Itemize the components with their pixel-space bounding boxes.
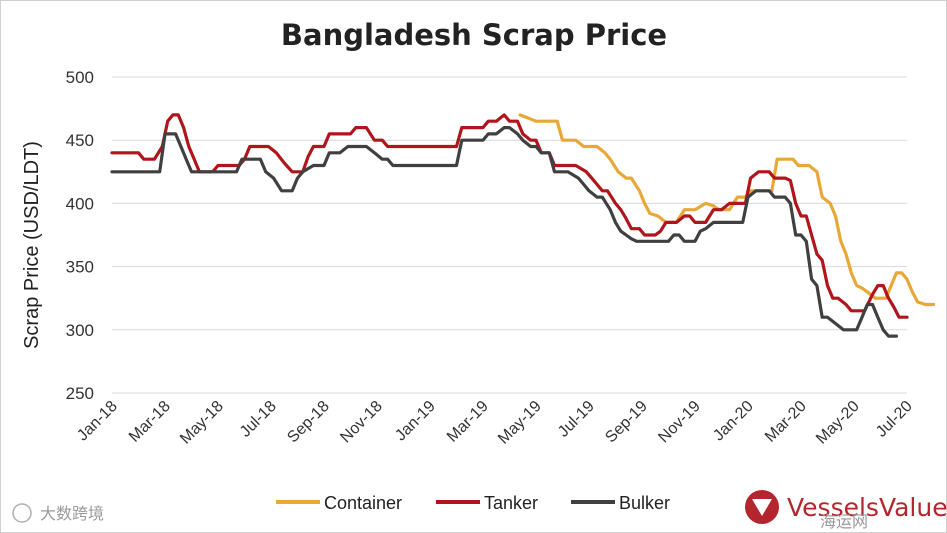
y-tick-label: 250 (66, 384, 94, 403)
y-axis-label: Scrap Price (USD/LDT) (21, 141, 43, 349)
y-tick-label: 350 (66, 258, 94, 277)
y-tick-label: 300 (66, 321, 94, 340)
y-tick-label: 450 (66, 131, 94, 150)
gridlines (112, 76, 907, 394)
legend-label-tanker: Tanker (484, 493, 538, 513)
watermark-left-icon (12, 503, 32, 523)
series-layer (110, 113, 936, 338)
watermark-right-text: 海运网 (820, 513, 868, 531)
brand-name: VesselsValue (787, 493, 947, 522)
legend-label-container: Container (324, 493, 402, 513)
y-tick-label: 500 (66, 68, 94, 87)
y-axis-ticks: 250 300 350 400 450 500 (66, 68, 94, 403)
brand-logo: VesselsValue (745, 490, 947, 524)
watermark-left: 大数跨境 (12, 503, 104, 523)
chart-title: Bangladesh Scrap Price (281, 18, 667, 52)
series-line-tanker (110, 113, 909, 319)
y-tick-label: 400 (66, 194, 94, 213)
watermark-left-text: 大数跨境 (40, 504, 104, 523)
legend-label-bulker: Bulker (619, 493, 670, 513)
series-line-bulker (110, 126, 898, 338)
legend: Container Tanker Bulker (276, 493, 670, 513)
brand-logo-mark (752, 499, 772, 516)
